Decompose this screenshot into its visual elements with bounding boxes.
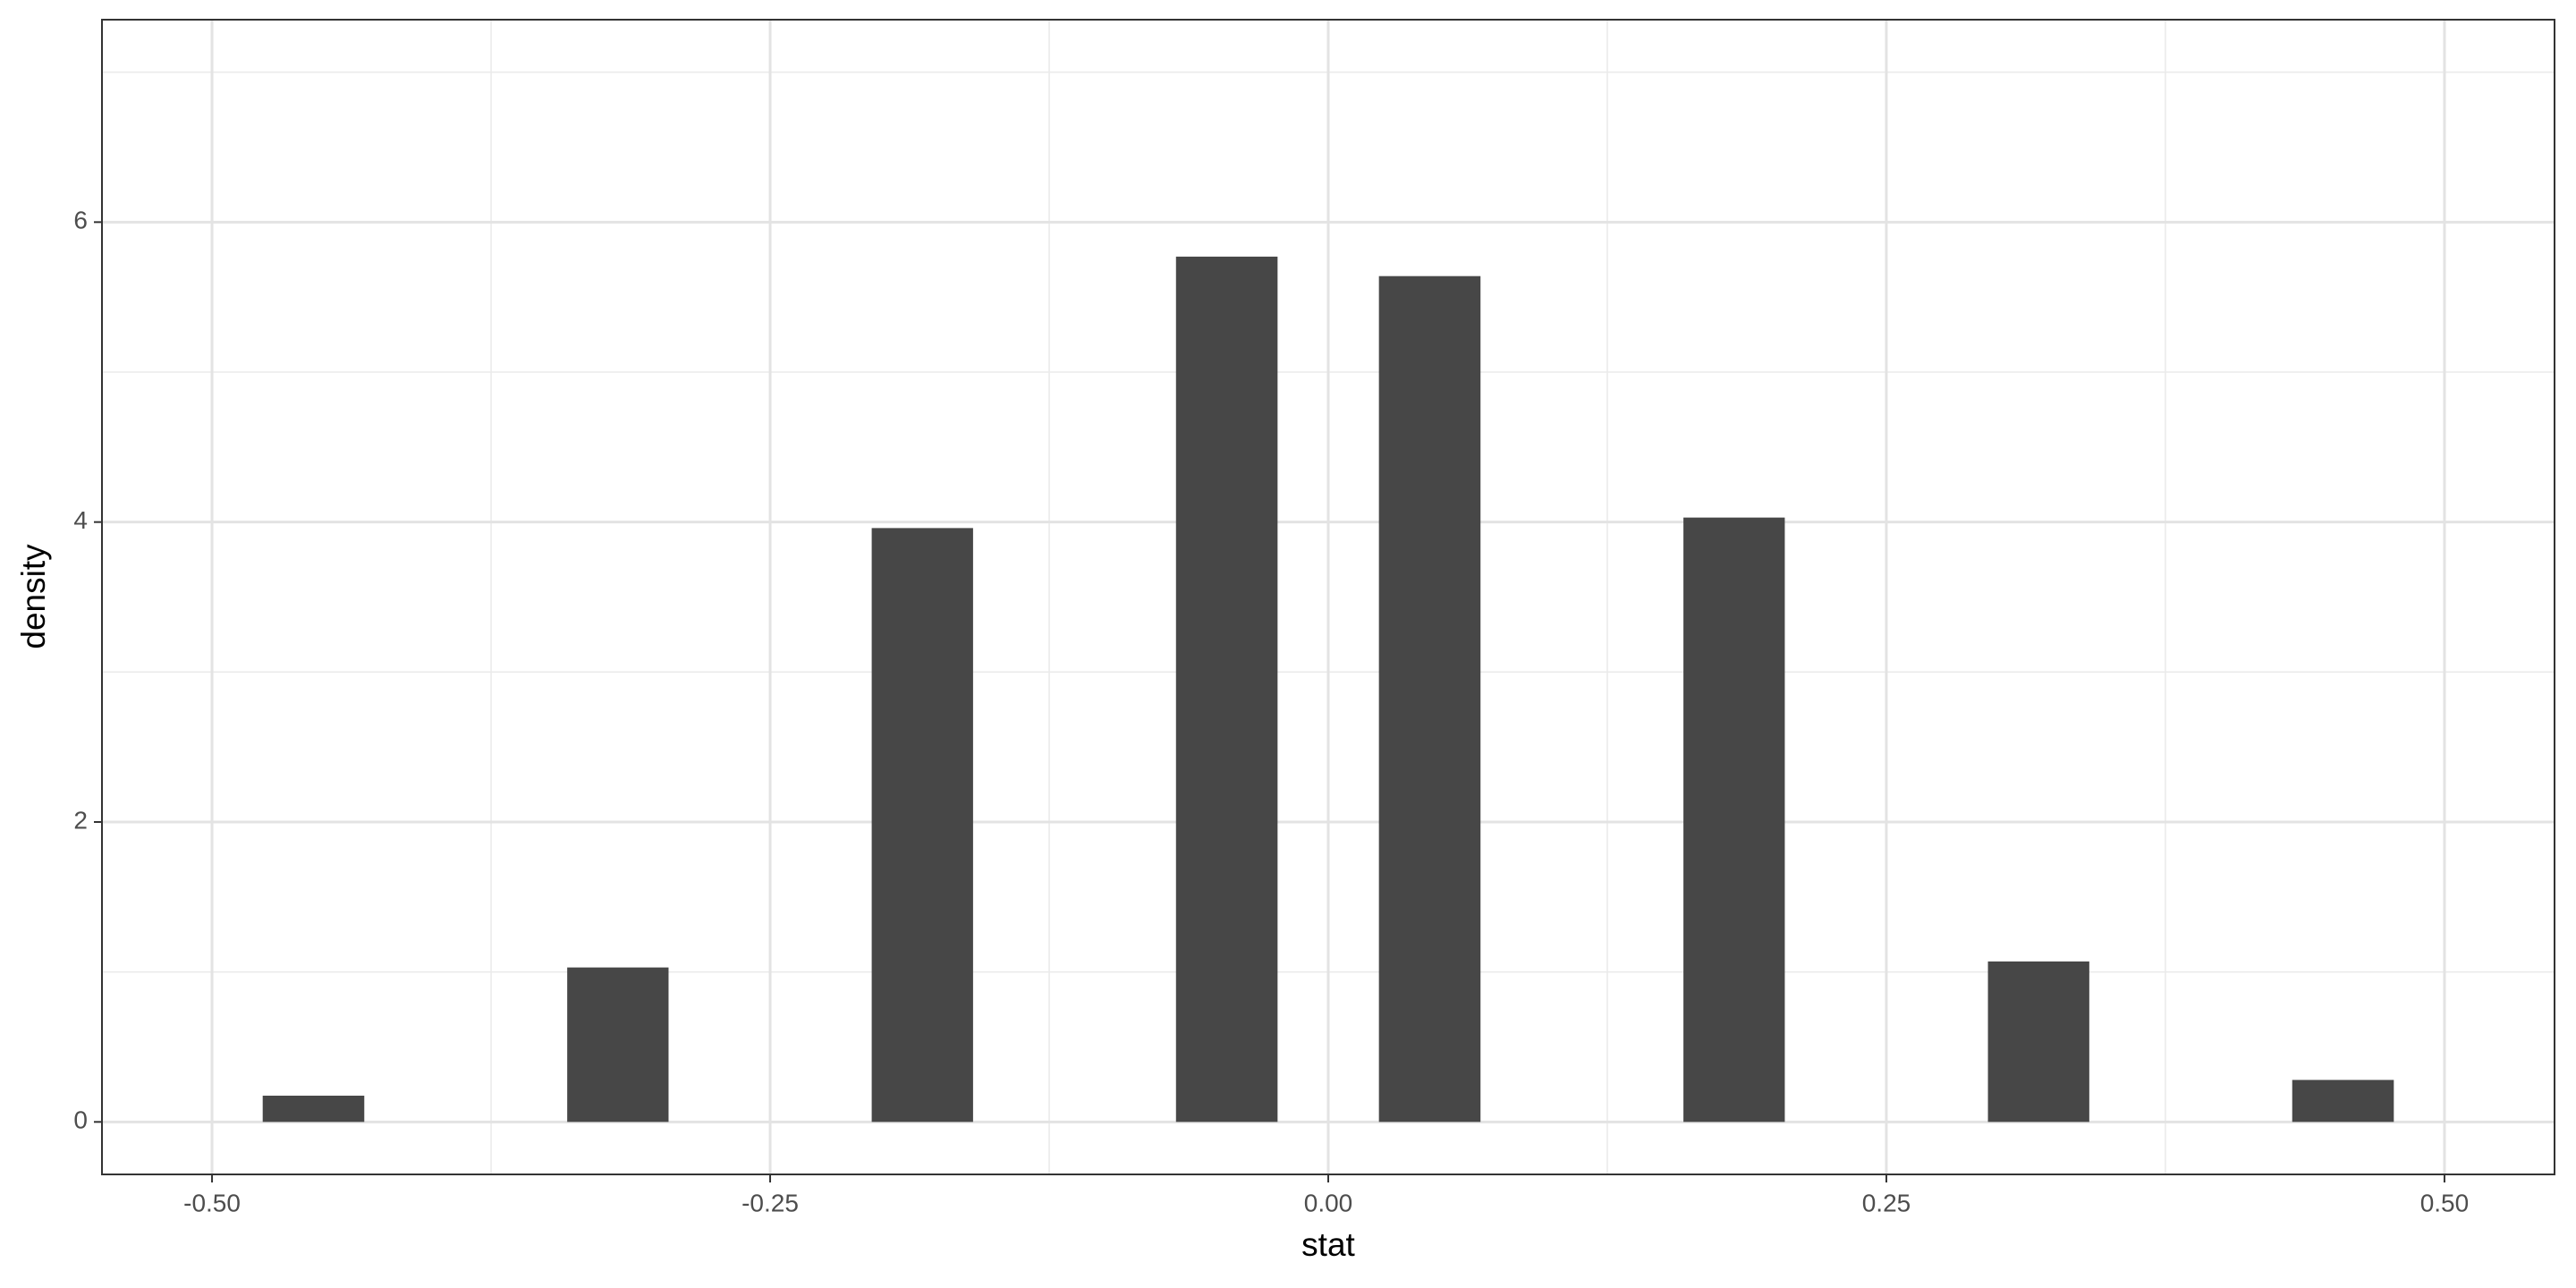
x-tick-label: 0.50	[2420, 1189, 2470, 1216]
y-tick-label: 4	[73, 506, 88, 534]
x-tick-label: 0.00	[1304, 1189, 1353, 1216]
bar	[1378, 275, 1481, 1123]
y-tick-label: 6	[73, 207, 88, 234]
x-tick-label: -0.50	[183, 1189, 241, 1216]
bar	[567, 967, 669, 1123]
y-axis-title: density	[15, 544, 52, 649]
x-axis-title: stat	[1301, 1226, 1355, 1263]
y-tick-label: 0	[73, 1106, 88, 1134]
bar	[1175, 256, 1278, 1123]
bar	[262, 1095, 365, 1123]
bar	[1987, 961, 2089, 1123]
bar	[2292, 1080, 2394, 1123]
x-tick-label: -0.25	[741, 1189, 799, 1216]
bar	[1683, 517, 1785, 1123]
bar	[871, 528, 973, 1123]
x-tick-label: 0.25	[1862, 1189, 1911, 1216]
panel-border	[101, 19, 2555, 1175]
y-tick-label: 2	[73, 806, 88, 834]
